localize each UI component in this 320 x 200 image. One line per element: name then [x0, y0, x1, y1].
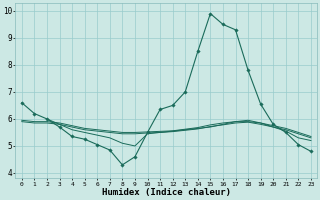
X-axis label: Humidex (Indice chaleur): Humidex (Indice chaleur): [102, 188, 231, 197]
